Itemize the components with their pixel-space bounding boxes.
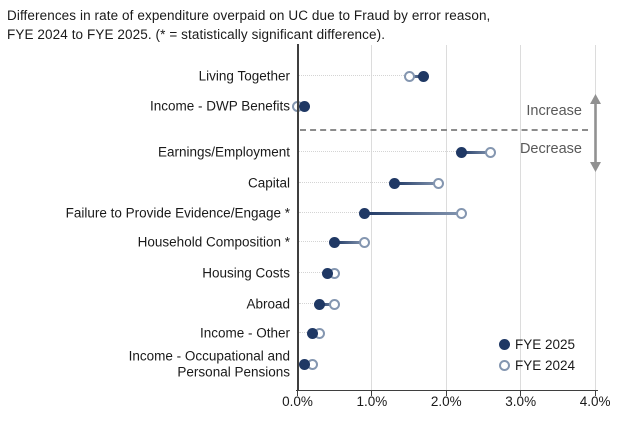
connector-line — [409, 74, 424, 78]
marker-fye-2025 — [388, 177, 400, 189]
gridline — [520, 45, 522, 390]
category-label: Failure to Provide Evidence/Engage * — [65, 205, 290, 221]
category-label: Income - Occupational and Personal Pensi… — [128, 348, 290, 380]
up-down-arrow-icon — [588, 94, 603, 177]
filled-dot-icon — [499, 339, 510, 350]
gridline — [445, 45, 447, 390]
legend-label: FYE 2024 — [515, 358, 576, 373]
chart-title-line2: FYE 2024 to FYE 2025. (* = statistically… — [7, 27, 386, 42]
axis-tick — [445, 391, 447, 396]
marker-fye-2025 — [306, 327, 318, 339]
category-label: Housing Costs — [202, 265, 290, 281]
marker-fye-2025 — [418, 70, 430, 82]
category-label: Household Composition * — [137, 234, 290, 250]
connector-line — [394, 181, 439, 185]
axis-tick — [520, 391, 522, 396]
legend-item-fye-2025: FYE 2025 — [499, 334, 575, 355]
axis-tick — [297, 391, 298, 396]
marker-fye-2025 — [329, 236, 341, 248]
category-label: Earnings/Employment — [157, 144, 290, 160]
marker-fye-2025 — [455, 146, 467, 158]
connector-line — [319, 302, 335, 306]
connector-line — [461, 150, 491, 154]
axis-tick — [371, 391, 373, 396]
category-label: Capital — [247, 175, 290, 191]
x-tick-label: 0.0% — [282, 394, 313, 409]
legend-item-fye-2024: FYE 2024 — [499, 355, 575, 376]
x-tick-label: 3.0% — [505, 394, 537, 409]
category-label: Living Together — [198, 68, 290, 84]
category-label: Income - Other — [199, 325, 290, 341]
legend-label: FYE 2025 — [515, 337, 576, 352]
leader-line — [298, 241, 330, 242]
increase-decrease-divider — [300, 129, 588, 131]
leader-line — [298, 212, 360, 213]
marker-fye-2024 — [358, 236, 370, 248]
gridline — [371, 45, 373, 390]
x-tick-label: 1.0% — [356, 394, 388, 409]
legend: FYE 2025 FYE 2024 — [499, 334, 575, 376]
leader-line — [298, 151, 457, 152]
axis-tick — [594, 391, 596, 396]
marker-fye-2024 — [329, 298, 341, 310]
category-label: Abroad — [246, 296, 290, 312]
marker-fye-2025 — [358, 207, 370, 219]
marker-fye-2025 — [299, 100, 311, 112]
chart-title: Differences in rate of expenditure overp… — [7, 6, 490, 44]
category-label: Income - DWP Benefits — [149, 98, 290, 114]
x-tick-label: 4.0% — [579, 394, 611, 409]
marker-fye-2025 — [299, 358, 311, 370]
leader-line — [298, 303, 315, 304]
connector-line — [364, 211, 462, 215]
y-axis-line — [297, 44, 299, 390]
leader-line — [298, 182, 390, 183]
x-axis-line — [295, 389, 598, 391]
decrease-annotation: Decrease — [519, 141, 582, 157]
marker-fye-2024 — [455, 207, 467, 219]
x-tick-label: 2.0% — [430, 394, 462, 409]
chart-title-line1: Differences in rate of expenditure overp… — [7, 8, 491, 23]
leader-line — [298, 272, 323, 273]
marker-fye-2025 — [321, 267, 333, 279]
marker-fye-2024 — [403, 70, 415, 82]
marker-fye-2024 — [485, 146, 497, 158]
leader-line — [298, 75, 405, 76]
increase-annotation: Increase — [526, 103, 582, 119]
marker-fye-2024 — [433, 177, 445, 189]
open-dot-icon — [499, 360, 510, 371]
marker-fye-2025 — [314, 298, 326, 310]
leader-line — [298, 332, 308, 333]
gridline — [594, 45, 596, 390]
connector-line — [334, 240, 365, 244]
